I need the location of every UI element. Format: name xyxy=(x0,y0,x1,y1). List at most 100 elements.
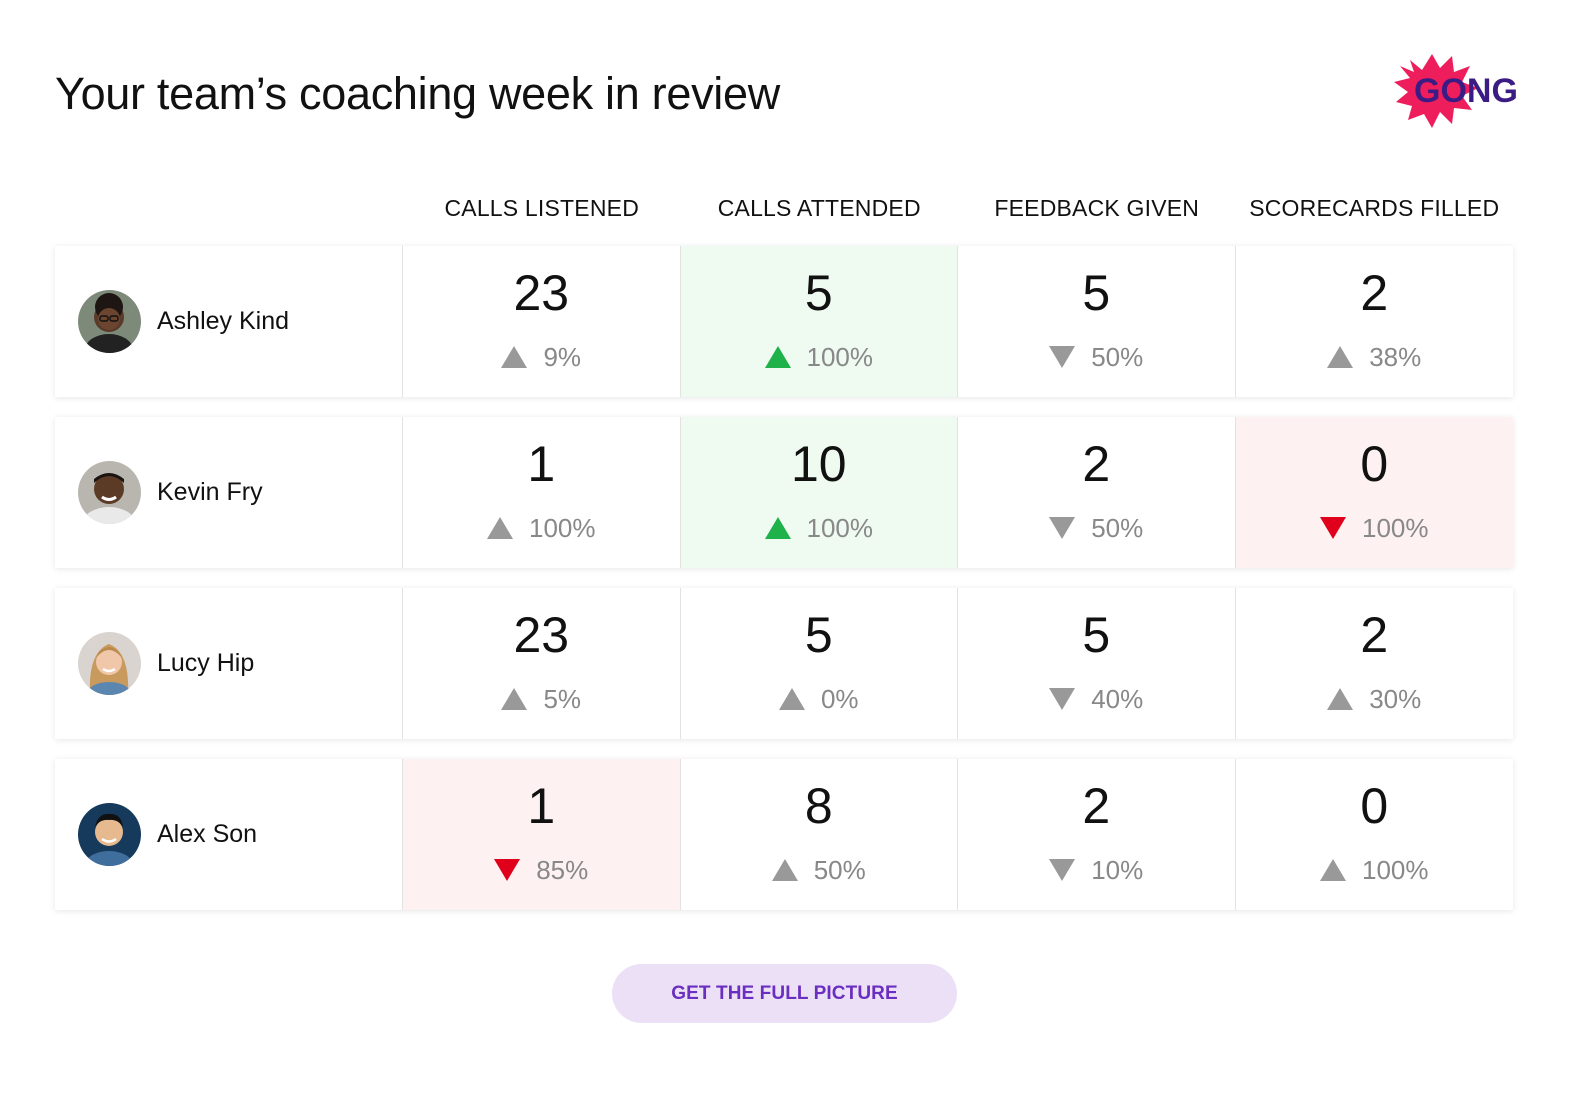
change-percent: 100% xyxy=(1362,854,1429,885)
arrow-up-icon xyxy=(501,688,528,710)
metric-cell: 2 30% xyxy=(1236,588,1514,739)
metric-value: 8 xyxy=(804,778,833,834)
arrow-up-icon xyxy=(771,859,798,881)
arrow-down-icon xyxy=(1320,517,1346,539)
avatar-ashley-kind xyxy=(78,290,141,353)
arrow-down-icon xyxy=(1049,346,1076,368)
metric-cell: 1 85% xyxy=(403,759,681,910)
page-title: Your team’s coaching week in review xyxy=(55,68,780,119)
metric-change: 0% xyxy=(681,684,958,714)
person-cell: Ashley Kind xyxy=(55,246,403,397)
metric-change: 100% xyxy=(1236,855,1514,885)
arrow-up-icon xyxy=(501,346,528,368)
column-header-feedback-given: FEEDBACK GIVEN xyxy=(994,195,1200,221)
change-percent: 30% xyxy=(1369,683,1422,714)
gong-logo[interactable]: GONG xyxy=(1392,52,1522,132)
metric-change: 100% xyxy=(1236,513,1514,543)
change-percent: 10% xyxy=(1091,854,1144,885)
person-cell: Alex Son xyxy=(55,759,403,910)
metric-value: 2 xyxy=(1360,607,1389,663)
metric-value: 0 xyxy=(1360,436,1389,492)
metric-value: 2 xyxy=(1360,265,1389,321)
arrow-up-icon xyxy=(1320,859,1346,881)
metric-value: 0 xyxy=(1360,778,1389,834)
metric-value: 5 xyxy=(804,265,833,321)
metric-cell: 5 40% xyxy=(958,588,1236,739)
metric-cell: 2 10% xyxy=(958,759,1236,910)
metric-change: 50% xyxy=(958,513,1235,543)
metric-change: 100% xyxy=(403,513,680,543)
metric-change: 100% xyxy=(681,342,958,372)
coaching-table: Ashley Kind 23 9% 5 100% 5 50% 2 xyxy=(55,246,1513,930)
metric-cell: 10 100% xyxy=(680,417,958,568)
change-percent: 50% xyxy=(1091,341,1144,372)
metric-change: 50% xyxy=(958,342,1235,372)
arrow-up-icon xyxy=(764,346,791,368)
metric-change: 5% xyxy=(403,684,680,714)
metric-cell: 0 100% xyxy=(1235,417,1514,568)
change-percent: 100% xyxy=(806,341,874,372)
change-percent: 85% xyxy=(536,854,589,885)
metric-change: 38% xyxy=(1236,342,1514,372)
metric-value: 23 xyxy=(513,607,570,663)
metric-change: 85% xyxy=(403,855,680,885)
metric-cell: 23 9% xyxy=(403,246,681,397)
metric-cell: 2 38% xyxy=(1236,246,1514,397)
column-header-scorecards-filled: SCORECARDS FILLED xyxy=(1249,195,1500,221)
person-name: Lucy Hip xyxy=(157,649,255,677)
avatar-alex-son xyxy=(78,803,141,866)
metric-value: 5 xyxy=(804,607,833,663)
get-full-picture-button[interactable]: GET THE FULL PICTURE xyxy=(612,964,957,1023)
arrow-down-icon xyxy=(1049,517,1076,539)
metric-value: 1 xyxy=(527,436,556,492)
change-percent: 50% xyxy=(813,854,866,885)
metric-value: 5 xyxy=(1082,607,1111,663)
metric-change: 40% xyxy=(958,684,1235,714)
change-percent: 50% xyxy=(1091,512,1144,543)
arrow-up-icon xyxy=(1327,688,1354,710)
person-name: Ashley Kind xyxy=(157,307,290,335)
table-row: Ashley Kind 23 9% 5 100% 5 50% 2 xyxy=(55,246,1513,397)
change-percent: 100% xyxy=(529,512,596,543)
metric-value: 2 xyxy=(1082,436,1111,492)
logo-burst-shape xyxy=(1394,54,1478,128)
arrow-down-icon xyxy=(1049,688,1076,710)
metric-change: 100% xyxy=(681,513,958,543)
metric-cell: 0 100% xyxy=(1236,759,1514,910)
metric-cell: 8 50% xyxy=(681,759,958,910)
arrow-up-icon xyxy=(778,688,805,710)
metric-cell: 23 5% xyxy=(403,588,681,739)
table-row: Alex Son 1 85% 8 50% 2 10% 0 xyxy=(55,759,1513,910)
change-percent: 0% xyxy=(820,683,859,714)
change-percent: 9% xyxy=(543,341,582,372)
change-percent: 38% xyxy=(1369,341,1422,372)
metric-value: 23 xyxy=(513,265,570,321)
metric-change: 30% xyxy=(1236,684,1514,714)
arrow-down-icon xyxy=(494,859,521,881)
person-cell: Kevin Fry xyxy=(55,417,403,568)
arrow-up-icon xyxy=(764,517,791,539)
metric-value: 2 xyxy=(1082,778,1111,834)
column-header-calls-attended: CALLS ATTENDED xyxy=(717,195,921,221)
change-percent: 5% xyxy=(543,683,582,714)
change-percent: 100% xyxy=(1362,512,1429,543)
metric-change: 9% xyxy=(403,342,680,372)
table-row: Kevin Fry 1 100% 10 100% 2 50% 0 xyxy=(55,417,1513,568)
metric-change: 10% xyxy=(958,855,1235,885)
avatar-kevin-fry xyxy=(78,461,141,524)
metric-cell: 5 0% xyxy=(681,588,958,739)
table-row: Lucy Hip 23 5% 5 0% 5 40% 2 xyxy=(55,588,1513,739)
arrow-down-icon xyxy=(1049,859,1076,881)
column-header-calls-listened: CALLS LISTENED xyxy=(444,195,640,221)
change-percent: 40% xyxy=(1091,683,1144,714)
metric-cell: 5 100% xyxy=(680,246,958,397)
metric-cell: 5 50% xyxy=(958,246,1236,397)
metric-value: 1 xyxy=(527,778,556,834)
metric-change: 50% xyxy=(681,855,958,885)
avatar-lucy-hip xyxy=(78,632,141,695)
arrow-up-icon xyxy=(487,517,513,539)
logo-text: GONG xyxy=(1414,72,1518,110)
person-name: Kevin Fry xyxy=(157,478,263,506)
person-cell: Lucy Hip xyxy=(55,588,403,739)
person-name: Alex Son xyxy=(157,820,258,848)
